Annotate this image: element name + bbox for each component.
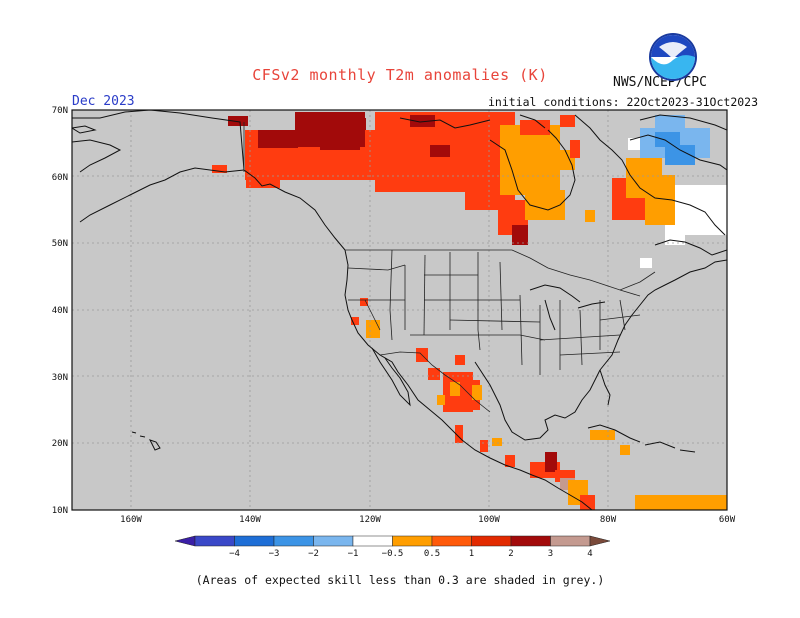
graticule [72, 110, 727, 510]
colorbar-swatch [431, 535, 472, 547]
colorbar-label: −2 [308, 549, 319, 559]
map-frame [71, 109, 728, 511]
political-borders [243, 122, 656, 413]
colorbar-swatch [392, 535, 433, 547]
colorbar-labels: −4 −3 −2 −1 −0.5 0.5 1 2 3 4 [229, 549, 593, 559]
chart-title: CFSv2 monthly T2m anomalies (K) [252, 66, 548, 84]
noaa-logo-icon [649, 33, 697, 81]
lat-label: 20N [52, 439, 68, 449]
lat-label: 50N [52, 239, 68, 249]
lon-label: 80W [600, 515, 617, 525]
lon-label: 120W [359, 515, 381, 525]
initial-conditions: initial conditions: 22Oct2023-31Oct2023 [488, 95, 759, 109]
lat-label: 10N [52, 506, 68, 516]
colorbar-label: −3 [269, 549, 280, 559]
colorbar-arrow-right [589, 535, 611, 547]
colorbar-swatch [313, 535, 354, 547]
colorbar-swatch [194, 535, 235, 547]
colorbar-label: 4 [587, 549, 592, 559]
colorbar-label: −1 [348, 549, 359, 559]
lon-label: 160W [120, 515, 142, 525]
colorbar-label: 1 [469, 549, 474, 559]
lat-label: 60N [52, 173, 68, 183]
colorbar-label: 2 [508, 549, 513, 559]
colorbar-swatch [471, 535, 512, 547]
skill-footnote: (Areas of expected skill less than 0.3 a… [195, 573, 605, 587]
lon-label: 60W [719, 515, 736, 525]
colorbar-label: 0.5 [424, 549, 440, 559]
colorbar-label: 3 [548, 549, 553, 559]
colorbar-swatch [273, 535, 314, 547]
lon-label: 100W [478, 515, 500, 525]
colorbar-arrow-left [174, 535, 196, 547]
lat-lon-labels: 70N 60N 50N 40N 30N 20N 10N 160W 140W 12… [52, 106, 736, 525]
lat-label: 30N [52, 373, 68, 383]
colorbar-swatch [234, 535, 275, 547]
lat-label: 70N [52, 106, 68, 116]
agency-label: NWS/NCEP/CPC [613, 75, 707, 90]
colorbar-label: −0.5 [382, 549, 404, 559]
valid-month: Dec 2023 [72, 94, 135, 109]
colorbar-label: −4 [229, 549, 240, 559]
colorbar-swatch [550, 535, 591, 547]
colorbar-swatch [352, 535, 393, 547]
lat-label: 40N [52, 306, 68, 316]
lon-label: 140W [239, 515, 261, 525]
colorbar-swatches [174, 535, 611, 547]
colorbar-swatch [510, 535, 551, 547]
coastlines [72, 110, 727, 510]
